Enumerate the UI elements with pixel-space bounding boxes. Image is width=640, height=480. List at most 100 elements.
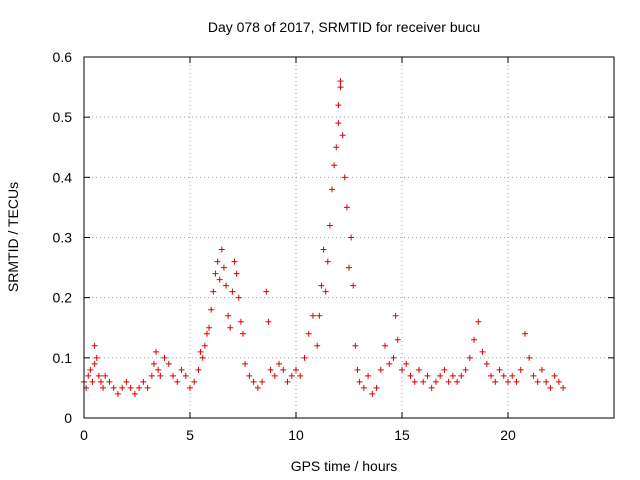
data-point: [560, 384, 567, 391]
data-point: [392, 312, 399, 319]
data-point: [293, 366, 299, 373]
data-point: [233, 270, 240, 277]
data-point: [326, 222, 333, 229]
data-point: [102, 372, 109, 379]
data-point: [170, 372, 177, 379]
data-point: [235, 294, 242, 301]
data-point: [127, 384, 134, 391]
data-point: [91, 342, 98, 349]
data-point: [331, 162, 338, 169]
data-point: [318, 282, 325, 289]
x-tick-label: 5: [186, 427, 194, 443]
data-point: [225, 312, 232, 319]
y-tick-label: 0: [64, 410, 72, 426]
gridlines: [84, 57, 614, 418]
data-point: [250, 378, 257, 385]
x-axis-label: GPS time / hours: [291, 458, 398, 474]
data-point: [119, 384, 126, 391]
data-point: [153, 348, 160, 355]
data-point: [254, 384, 261, 391]
data-point: [329, 186, 336, 193]
data-point: [322, 288, 329, 295]
data-point: [526, 354, 533, 361]
data-point: [551, 372, 558, 379]
y-axis-label: SRMTID / TECUs: [5, 182, 21, 292]
data-point: [496, 366, 503, 373]
y-tick-label: 0.2: [53, 290, 73, 306]
data-point: [174, 378, 181, 385]
data-point: [148, 372, 155, 379]
data-point: [144, 384, 151, 391]
data-point: [242, 360, 249, 367]
data-point: [201, 342, 208, 349]
data-point: [223, 282, 230, 289]
data-point: [316, 312, 323, 319]
data-point: [509, 372, 516, 379]
data-point: [271, 372, 278, 379]
data-point: [195, 366, 202, 373]
data-point: [462, 366, 469, 373]
data-point: [399, 366, 405, 373]
data-point: [415, 366, 422, 373]
data-point: [100, 384, 107, 391]
data-point: [284, 378, 291, 385]
data-point: [346, 264, 352, 271]
data-point: [165, 360, 172, 367]
data-point: [466, 354, 473, 361]
data-point: [157, 372, 164, 379]
data-point: [106, 378, 113, 385]
data-points: [81, 78, 567, 397]
x-tick-label: 10: [288, 427, 304, 443]
data-point: [259, 378, 266, 385]
data-point: [373, 384, 380, 391]
data-point: [386, 360, 393, 367]
data-point: [216, 276, 223, 283]
data-point: [280, 366, 287, 373]
data-point: [208, 306, 215, 313]
data-point: [237, 318, 244, 325]
y-tick-label: 0.1: [53, 350, 73, 366]
data-point: [441, 366, 448, 373]
data-point: [341, 174, 348, 181]
data-point: [335, 120, 342, 127]
data-point: [227, 324, 234, 331]
data-point: [458, 372, 465, 379]
data-point: [348, 234, 355, 241]
y-tick-label: 0.5: [53, 109, 73, 125]
data-point: [85, 372, 92, 379]
data-point: [267, 366, 274, 373]
data-point: [339, 132, 346, 139]
data-point: [343, 204, 350, 211]
data-point: [390, 354, 397, 361]
plot-frame: [83, 56, 615, 419]
y-tick-label: 0.6: [53, 49, 73, 65]
data-point: [483, 360, 490, 367]
data-point: [246, 372, 253, 379]
axis-ticks: 0 0.1 0.2 0.3 0.4 0.5 0.6 0 5 10 15 20: [53, 49, 614, 443]
data-point: [352, 342, 359, 349]
data-point: [197, 348, 204, 355]
data-point: [500, 372, 507, 379]
data-point: [320, 246, 327, 253]
x-tick-label: 0: [80, 427, 88, 443]
data-point: [263, 288, 270, 295]
chart-title: Day 078 of 2017, SRMTID for receiver buc…: [208, 19, 480, 35]
data-point: [123, 378, 130, 385]
y-tick-label: 0.3: [53, 230, 73, 246]
data-point: [365, 372, 372, 379]
data-point: [437, 372, 444, 379]
data-point: [492, 378, 499, 385]
data-point: [513, 378, 520, 385]
data-point: [199, 354, 206, 361]
data-point: [354, 366, 361, 373]
data-point: [93, 354, 100, 361]
data-point: [276, 360, 283, 367]
data-point: [240, 330, 246, 337]
data-point: [428, 384, 435, 391]
data-point: [530, 372, 537, 379]
data-point: [265, 318, 272, 325]
data-point: [297, 372, 304, 379]
data-point: [114, 390, 121, 397]
data-point: [534, 378, 541, 385]
